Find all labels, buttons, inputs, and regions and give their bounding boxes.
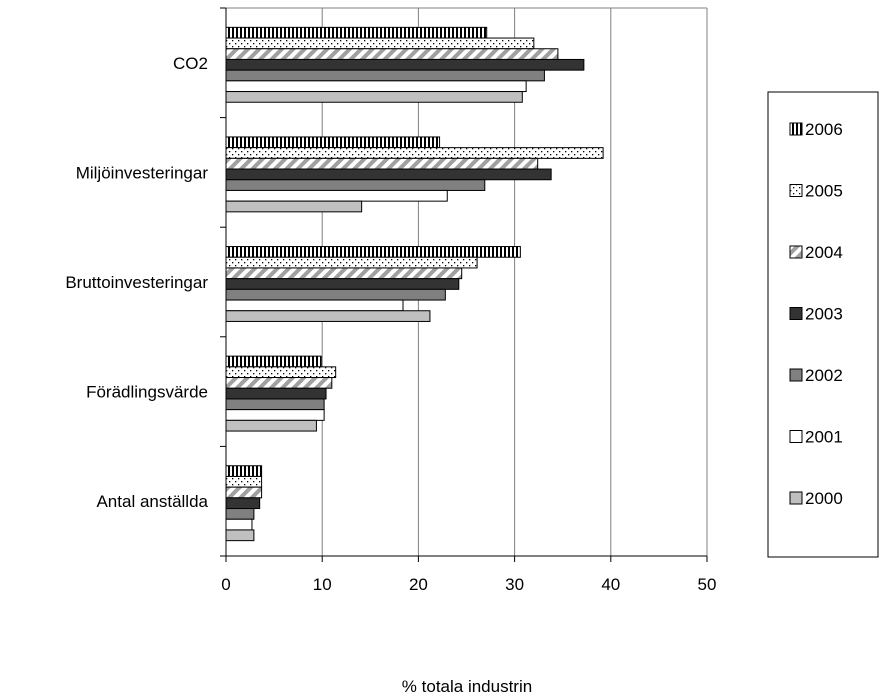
bar-2002	[225, 69, 545, 82]
legend-label: 2001	[805, 428, 843, 447]
bar-2000	[225, 310, 431, 322]
legend-swatch	[789, 307, 803, 320]
category-label: CO2	[173, 54, 208, 73]
x-tick-label: 40	[601, 575, 620, 594]
bar-2000	[225, 529, 255, 542]
bar-2001	[225, 409, 325, 421]
bar-2001	[225, 518, 253, 531]
bar-2000	[225, 91, 523, 103]
bar-2004	[225, 157, 539, 170]
category-label: Bruttoinvesteringar	[65, 273, 208, 292]
bar-2004	[225, 48, 559, 60]
legend-swatch	[789, 368, 803, 382]
bar-2003	[225, 168, 552, 181]
x-tick-label: 10	[313, 575, 332, 594]
bar-2006	[225, 136, 441, 149]
category-label: Miljöinvesteringar	[76, 163, 209, 182]
legend-swatch	[789, 122, 803, 136]
bar-2004	[225, 377, 333, 389]
x-tick-label: 20	[409, 575, 428, 594]
bar-2000	[225, 419, 317, 432]
bar-2001	[225, 189, 448, 202]
legend-label: 2002	[805, 366, 843, 385]
bar-2002	[225, 508, 255, 520]
category-label: Antal anställda	[96, 492, 208, 511]
legend-swatch	[789, 184, 803, 197]
bar-2006	[225, 465, 263, 477]
legend-box	[767, 91, 879, 558]
x-axis-title: % totala industrin	[402, 677, 532, 696]
bar-2001	[225, 299, 404, 312]
x-tick-label: 0	[221, 575, 230, 594]
category-labels: CO2 Miljöinvesteringar Bruttoinvesteringar…	[65, 54, 208, 511]
bar-2004	[225, 267, 463, 280]
bar-2006	[225, 355, 322, 368]
legend-label: 2006	[805, 120, 843, 139]
category-label: Förädlingsvärde	[86, 383, 208, 402]
bar-2003	[225, 58, 585, 71]
bar-2002	[225, 288, 446, 301]
legend-swatch	[789, 491, 803, 505]
bar-2003	[225, 278, 460, 290]
x-tick-label: 30	[505, 575, 524, 594]
legend-label: 2000	[805, 489, 843, 508]
bar-2004	[225, 486, 263, 499]
bars	[225, 26, 604, 542]
bar-2003	[225, 387, 327, 400]
bar-2006	[225, 246, 521, 258]
legend-swatch	[789, 245, 803, 259]
legend: 2006 2005 2004 2003 2002 2001 2000	[767, 91, 879, 558]
bar-2005	[225, 366, 337, 379]
x-tick-label: 50	[698, 575, 717, 594]
bar-2001	[225, 80, 527, 93]
bar-2005	[225, 147, 604, 159]
bar-2005	[225, 256, 478, 269]
bar-2002	[225, 179, 486, 191]
bar-2000	[225, 200, 363, 213]
legend-swatch	[789, 430, 803, 443]
bar-2003	[225, 497, 261, 510]
axes	[220, 7, 708, 562]
bar-2002	[225, 398, 325, 411]
bar-2005	[225, 475, 263, 488]
legend-label: 2003	[805, 305, 843, 324]
bar-2006	[225, 26, 488, 39]
legend-label: 2004	[805, 243, 843, 262]
x-tick-labels: 0 10 20 30 40 50	[221, 575, 716, 594]
bar-2005	[225, 37, 535, 50]
legend-label: 2005	[805, 182, 843, 201]
